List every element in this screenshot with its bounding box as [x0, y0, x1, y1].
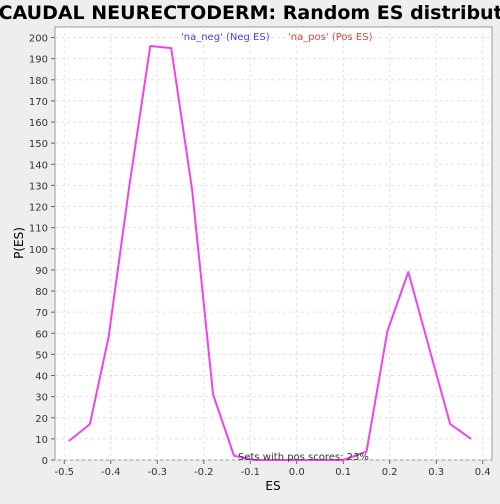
y-tick-label: 80: [35, 287, 48, 298]
y-tick-label: 170: [29, 97, 48, 108]
x-tick-label: -0.4: [101, 467, 121, 478]
x-tick-label: -0.1: [240, 467, 260, 478]
y-tick-label: 20: [35, 414, 48, 425]
y-tick-label: 190: [29, 55, 48, 66]
y-tick-label: 30: [35, 393, 48, 404]
y-tick-label: 140: [29, 160, 48, 171]
y-tick-label: 90: [35, 266, 48, 277]
plot-area: [54, 26, 493, 461]
series-layer: [68, 45, 472, 461]
chart-title: 29-CAUDAL NEURECTODERM: Random ES distri…: [0, 2, 500, 24]
y-tick-label: 160: [29, 118, 48, 129]
y-axis-label: P(ES): [12, 227, 26, 259]
y-tick-label: 50: [35, 350, 48, 361]
y-tick-label: 40: [35, 372, 48, 383]
y-tick-label: 100: [29, 245, 48, 256]
y-tick-label: 0: [42, 456, 48, 467]
y-tick-label: 110: [29, 224, 48, 235]
x-tick-label: 0.2: [382, 467, 398, 478]
x-tick-label: -0.5: [55, 467, 75, 478]
axis-layer: 0 10 20 30 40 50 60 70 80 90 100 110 120 130 140 150 160…: [29, 34, 491, 478]
y-tick-label: 120: [29, 203, 48, 214]
y-tick-label: 150: [29, 139, 48, 150]
x-tick-label: 0.3: [428, 467, 444, 478]
y-tick-label: 180: [29, 76, 48, 87]
y-tick-label: 70: [35, 308, 48, 319]
legend-pos: 'na_pos' (Pos ES): [288, 32, 373, 43]
x-tick-label: 0.0: [289, 467, 305, 478]
y-tick-label: 10: [35, 435, 48, 446]
x-tick-label: -0.3: [148, 467, 168, 478]
grid-layer: [55, 27, 492, 461]
y-tick-label: 130: [29, 181, 48, 192]
pos-scores-annotation: Sets with pos scores: 23%: [238, 452, 369, 463]
es-distribution-line: [68, 45, 472, 461]
legend-neg: 'na_neg' (Neg ES): [181, 32, 270, 43]
x-tick-label: 0.4: [475, 467, 491, 478]
x-axis-label: ES: [265, 479, 280, 493]
y-tick-label: 60: [35, 329, 48, 340]
x-tick-label: -0.2: [194, 467, 214, 478]
y-tick-label: 200: [29, 34, 48, 45]
x-tick-label: 0.1: [335, 467, 351, 478]
